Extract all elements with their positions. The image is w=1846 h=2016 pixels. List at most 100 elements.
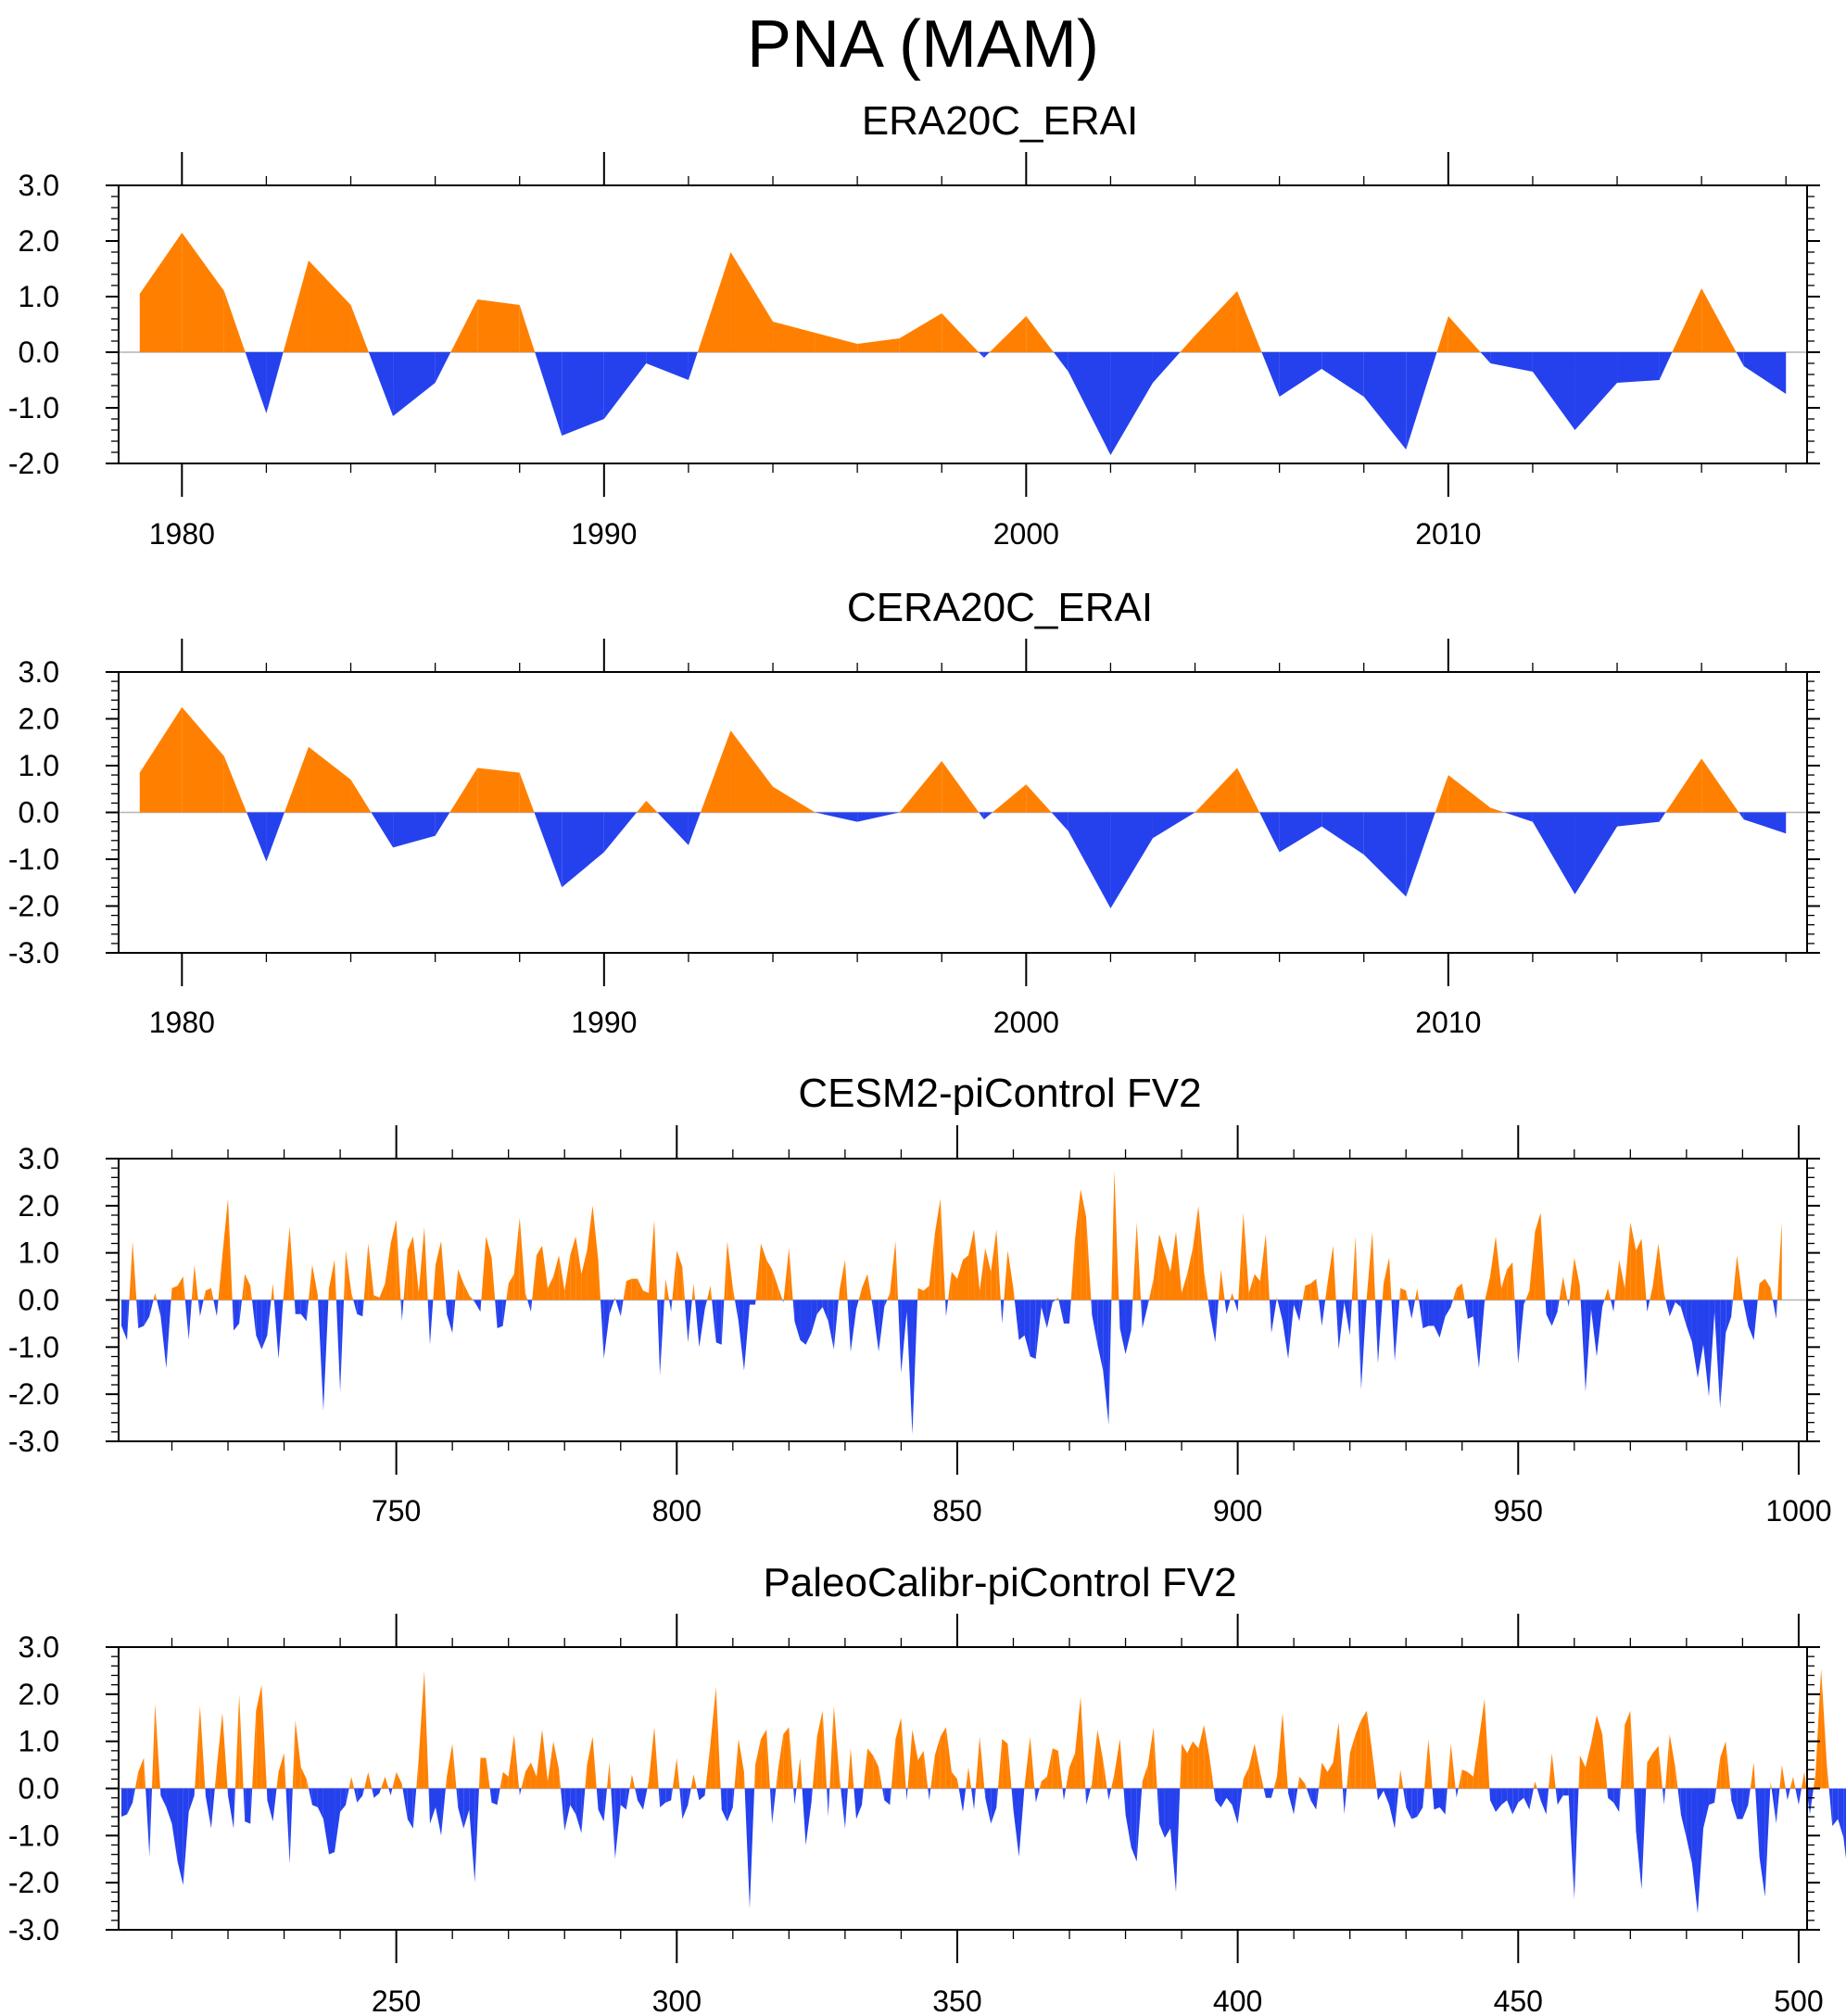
panel-3-positive-area-93 <box>642 1290 650 1300</box>
panel-4-positive-area-284-1 <box>1716 1757 1721 1789</box>
panel-3-positive-area-91 <box>631 1278 638 1300</box>
panel-3-negative-area-176-0 <box>1108 1300 1112 1426</box>
panel-3-negative-area-169-0 <box>1069 1300 1071 1324</box>
panel-4-positive-area-167-0 <box>1057 1750 1063 1789</box>
panel-4-negative-area-144-0 <box>929 1788 931 1801</box>
panel-3-positive-area-55-1 <box>433 1264 436 1300</box>
panel-3-positive-area-245 <box>1496 1236 1502 1300</box>
panel-4-positive-area-126-1 <box>829 1705 834 1789</box>
panel-3-positive-area-169-1 <box>1070 1238 1076 1300</box>
panel-2-positive-area-20-1 <box>992 784 1027 813</box>
panel-4-negative-area-98-0 <box>671 1788 673 1801</box>
panel-3-positive-area-80 <box>570 1236 576 1300</box>
panel-4-negative-area-278 <box>1680 1788 1687 1838</box>
panel-3-negative-area-207 <box>1283 1300 1289 1360</box>
panel-4-negative-area-45 <box>373 1788 380 1798</box>
panel-3-negative-area-39-0 <box>340 1300 345 1392</box>
panel-4-negative-area-237-1 <box>1455 1788 1457 1798</box>
panel-4-x-tick-label-2: 350 <box>932 1984 981 2016</box>
panel-3-title: CESM2-piControl FV2 <box>798 1071 1201 1116</box>
panel-3-positive-area-37 <box>328 1260 335 1300</box>
panel-3-positive-area-195-1 <box>1218 1269 1221 1300</box>
panel-4-positive-area-57-1 <box>445 1776 448 1789</box>
panel-3-negative-area-8-0 <box>166 1300 171 1369</box>
panel-4-positive-area-14-0 <box>199 1705 206 1789</box>
panel-2-y-tick-label-3: 0.0 <box>19 796 59 830</box>
panel-4-negative-area-225 <box>1383 1788 1390 1806</box>
panel-4-negative-area-87-1 <box>611 1788 615 1859</box>
panel-3-negative-area-265-1 <box>1611 1300 1614 1312</box>
panel-3-negative-area-3 <box>138 1300 145 1328</box>
panel-4-negative-area-195 <box>1215 1788 1221 1807</box>
panel-4-negative-area-185 <box>1158 1788 1165 1838</box>
panel-4-negative-area-231 <box>1417 1788 1423 1817</box>
panel-4-negative-area-38 <box>335 1788 341 1853</box>
panel-3-negative-area-234 <box>1434 1300 1440 1338</box>
panel-4-negative-area-63-0 <box>474 1788 479 1883</box>
panel-4-positive-area-299-1 <box>1801 1771 1804 1789</box>
panel-2-negative-area-26-1 <box>1259 812 1280 853</box>
panel-3-positive-area-231-0 <box>1417 1287 1420 1300</box>
panel-4-positive-area-174 <box>1097 1729 1104 1789</box>
panel-4-negative-area-140-0 <box>906 1788 908 1801</box>
panel-4-positive-area-201 <box>1248 1743 1255 1789</box>
panel-4-positive-area-54-0 <box>424 1670 429 1789</box>
panel-3-positive-area-260-0 <box>1579 1286 1581 1300</box>
panel-3-negative-area-129-1 <box>847 1300 851 1352</box>
panel-3-negative-area-223-1 <box>1375 1300 1378 1364</box>
panel-3-negative-area-262 <box>1590 1300 1598 1357</box>
panel-3-negative-area-135 <box>879 1300 885 1352</box>
panel-3-y-tick-label-0: 3.0 <box>19 1142 59 1175</box>
panel-4-negative-area-115-1 <box>769 1788 773 1824</box>
panel-2-negative-area-2-1 <box>247 812 267 862</box>
panel-4-positive-area-27-1 <box>276 1771 279 1789</box>
panel-4-positive-area-261 <box>1585 1743 1591 1789</box>
panel-3-positive-area-248-0 <box>1512 1262 1515 1300</box>
panel-3-negative-area-290 <box>1748 1300 1754 1340</box>
panel-3-negative-area-210-0 <box>1299 1300 1303 1322</box>
panel-3-negative-area-258-0 <box>1568 1300 1570 1308</box>
panel-3-negative-area-146-1 <box>944 1300 946 1317</box>
panel-3-positive-area-1-1 <box>129 1240 133 1300</box>
panel-1-positive-area-36-1 <box>1672 288 1702 352</box>
panel-4-negative-area-172-0 <box>1086 1788 1091 1806</box>
panel-3-positive-area-289-0 <box>1742 1297 1743 1300</box>
panel-4-positive-area-76 <box>548 1741 554 1789</box>
panel-4-negative-area-236-0 <box>1445 1788 1448 1815</box>
panel-4-positive-area-268 <box>1625 1710 1631 1789</box>
panel-4-positive-area-285 <box>1720 1741 1726 1789</box>
panel-4-negative-area-79 <box>564 1788 571 1832</box>
panel-3-positive-area-212 <box>1310 1278 1317 1300</box>
panel-3-positive-area-75 <box>542 1246 549 1300</box>
panel-3-negative-area-33-0 <box>306 1300 310 1322</box>
panel-4-positive-area-31 <box>295 1719 301 1789</box>
panel-3-positive-area-21-1 <box>242 1274 246 1300</box>
panel-4-negative-area-253 <box>1540 1788 1547 1815</box>
panel-4-negative-area-62 <box>469 1788 475 1883</box>
panel-4-negative-area-96 <box>660 1788 666 1807</box>
panel-3-positive-area-95-0 <box>654 1220 658 1300</box>
panel-3-negative-area-127-0 <box>833 1300 839 1350</box>
panel-4-positive-area-75 <box>542 1729 549 1789</box>
panel-4-positive-area-214 <box>1321 1762 1328 1789</box>
panel-3-negative-area-196-1 <box>1224 1300 1227 1314</box>
panel-4-positive-area-119-0 <box>789 1727 794 1789</box>
panel-3-positive-area-271-0 <box>1641 1238 1647 1300</box>
panel-4-negative-area-61 <box>463 1788 470 1829</box>
panel-4-positive-area-221 <box>1360 1710 1367 1789</box>
panel-4-positive-area-25-0 <box>261 1684 267 1789</box>
panel-4-negative-area-204 <box>1265 1788 1271 1798</box>
panel-4-negative-area-136 <box>884 1788 891 1806</box>
panel-4-positive-area-18-0 <box>221 1713 228 1789</box>
panel-4-negative-area-186 <box>1164 1788 1170 1838</box>
panel-3-positive-area-34 <box>311 1264 318 1300</box>
panel-4-negative-area-128-1 <box>841 1788 845 1829</box>
panel-4-positive-area-99-0 <box>676 1757 680 1789</box>
panel-4-positive-area-205-1 <box>1273 1776 1277 1789</box>
panel-4-positive-area-30-1 <box>292 1719 296 1789</box>
panel-3-negative-area-266-0 <box>1613 1300 1615 1312</box>
panel-3-negative-area-100-1 <box>684 1300 689 1343</box>
panel-3-negative-area-197-0 <box>1226 1300 1231 1314</box>
panel-3-positive-area-176-1 <box>1111 1170 1115 1300</box>
panel-3-negative-area-12-0 <box>188 1300 192 1340</box>
